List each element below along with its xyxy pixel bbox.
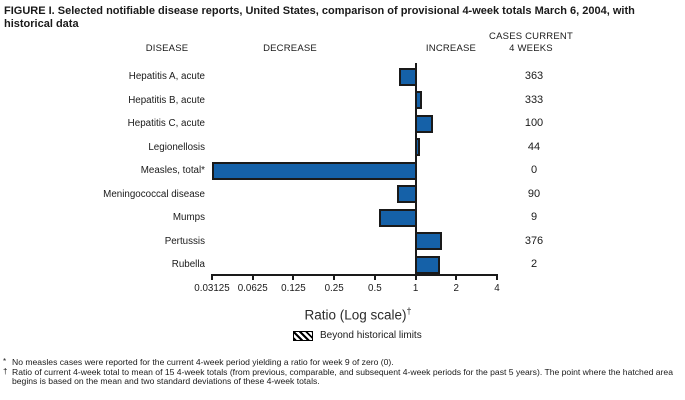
axis-tick-label: 1 [412, 283, 419, 294]
x-axis-label-dagger: † [406, 306, 412, 316]
footnote-ratio: † Ratio of current 4-week total to mean … [3, 366, 683, 387]
axis-tick [292, 274, 295, 280]
column-header-cases-line2: 4 WEEKS [509, 42, 553, 54]
axis-tick [373, 274, 376, 280]
cases-value: 100 [524, 117, 544, 129]
column-header-cases-line1: CASES CURRENT [489, 31, 573, 42]
axis-tick-label: 0.25 [324, 283, 344, 294]
x-axis-line [211, 274, 498, 276]
cases-value: 90 [527, 187, 541, 200]
legend-label: Beyond historical limits [320, 330, 422, 341]
footnote-marker-dagger: † [3, 366, 8, 376]
baseline-ratio-1 [414, 63, 417, 276]
axis-tick-label: 0.125 [281, 283, 306, 294]
column-header-cases: CASES CURRENT 4 WEEKS [489, 31, 573, 54]
hatched-swatch-icon [293, 330, 313, 341]
ratio-bar [414, 114, 434, 133]
disease-label: Hepatitis A, acute [128, 71, 205, 82]
disease-label: Meningococcal disease [103, 188, 205, 200]
cases-value: 2 [530, 258, 538, 270]
axis-tick [455, 274, 458, 280]
column-header-disease: DISEASE [145, 43, 189, 54]
x-axis-label: Ratio (Log scale)† [304, 306, 411, 323]
ratio-bar [414, 232, 443, 250]
axis-tick-label: 0.5 [368, 283, 382, 294]
ratio-bar [379, 208, 417, 227]
footnotes: * No measles cases were reported for the… [3, 357, 683, 387]
cases-value: 0 [530, 164, 538, 176]
axis-tick-label: 0.0625 [237, 283, 268, 294]
cases-value: 363 [524, 70, 544, 82]
axis-tick [414, 274, 417, 280]
ratio-bar [414, 255, 441, 274]
disease-label: Pertussis [164, 235, 205, 247]
axis-tick-label: 4 [494, 283, 500, 294]
disease-label: Mumps [172, 212, 205, 223]
axis-tick [211, 274, 213, 280]
column-header-decrease: DECREASE [263, 43, 317, 54]
cases-value: 9 [530, 211, 538, 223]
footnote-measles-text: No measles cases were reported for the c… [12, 357, 394, 367]
legend: Beyond historical limits [293, 330, 422, 341]
column-header-increase: INCREASE [425, 43, 477, 54]
axis-tick [496, 274, 498, 280]
disease-label: Measles, total* [140, 165, 205, 176]
disease-label: Hepatitis B, acute [128, 94, 205, 106]
cases-value: 333 [524, 93, 544, 106]
figure-title: FIGURE I. Selected notifiable disease re… [4, 5, 635, 30]
disease-label: Legionellosis [148, 141, 205, 153]
cases-value: 44 [527, 140, 541, 153]
footnote-measles: * No measles cases were reported for the… [3, 357, 683, 368]
disease-label: Rubella [171, 259, 205, 270]
axis-tick-label: 2 [453, 283, 460, 294]
disease-label: Hepatitis C, acute [127, 118, 205, 129]
axis-tick [333, 274, 336, 280]
axis-tick [251, 274, 254, 280]
axis-tick-label: 0.03125 [194, 283, 230, 294]
footnote-ratio-text: Ratio of current 4-week total to mean of… [12, 366, 673, 387]
ratio-bar [212, 161, 417, 180]
x-axis-label-text: Ratio (Log scale) [304, 307, 407, 323]
cases-value: 376 [524, 234, 544, 247]
footnote-marker-asterisk: * [3, 357, 7, 366]
